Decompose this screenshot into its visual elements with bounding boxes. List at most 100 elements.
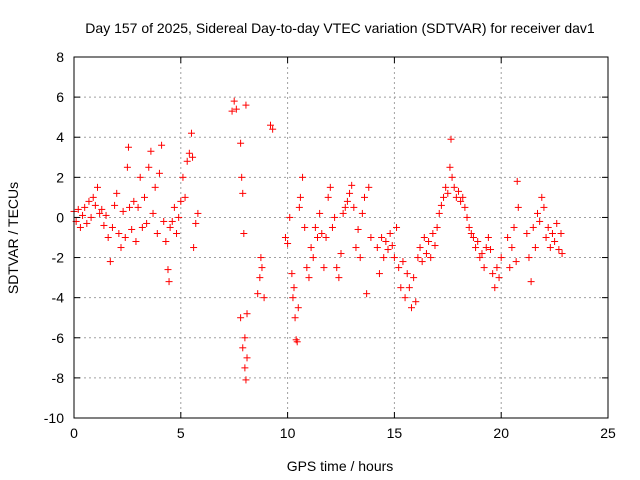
data-point — [463, 213, 471, 221]
data-point — [126, 203, 134, 211]
data-point — [388, 242, 396, 250]
data-point — [442, 183, 450, 191]
data-point — [130, 197, 138, 205]
data-point — [185, 149, 193, 157]
data-point — [289, 294, 297, 302]
data-point — [145, 163, 153, 171]
data-point — [309, 254, 317, 262]
data-point — [542, 234, 550, 241]
data-point — [286, 213, 294, 221]
y-tick-label: 6 — [56, 89, 64, 105]
data-point — [476, 254, 484, 262]
data-point — [138, 223, 146, 231]
x-tick-label: 5 — [177, 425, 185, 441]
data-point — [457, 197, 465, 205]
data-point — [149, 209, 157, 217]
data-point — [173, 229, 181, 237]
data-point — [260, 294, 268, 302]
data-point — [452, 193, 460, 201]
data-point — [558, 250, 566, 258]
data-point — [299, 173, 307, 181]
data-point — [420, 234, 428, 241]
data-point — [467, 229, 475, 237]
data-point — [493, 264, 501, 272]
data-point — [435, 209, 443, 217]
data-point — [350, 203, 358, 211]
data-point — [108, 223, 116, 231]
data-point — [81, 203, 89, 211]
data-point — [318, 229, 326, 237]
data-point — [403, 270, 411, 278]
data-point — [536, 217, 544, 225]
data-point — [540, 203, 548, 211]
data-point — [401, 294, 409, 302]
data-point — [397, 284, 405, 292]
data-point — [410, 274, 418, 282]
data-point — [333, 264, 341, 272]
data-point — [487, 246, 495, 254]
data-point — [168, 217, 176, 225]
data-point — [100, 221, 108, 229]
data-point — [429, 229, 437, 237]
data-point — [363, 290, 371, 298]
data-point — [375, 270, 383, 278]
data-point — [119, 207, 127, 215]
data-point — [189, 153, 197, 161]
data-point — [175, 213, 183, 221]
data-point — [295, 203, 303, 211]
plot-frame — [73, 56, 609, 419]
data-point — [87, 213, 95, 221]
data-point — [132, 238, 140, 246]
data-point — [314, 234, 322, 241]
data-point — [544, 223, 552, 231]
data-point — [551, 238, 559, 246]
y-axis-label: SDTVAR / TECUs — [5, 182, 21, 294]
data-point — [240, 229, 248, 237]
data-point — [111, 201, 119, 209]
data-point — [102, 211, 110, 219]
data-point — [512, 258, 520, 266]
data-point — [384, 246, 392, 254]
data-point — [89, 193, 97, 201]
data-point — [254, 290, 262, 298]
data-point — [454, 187, 462, 195]
data-point — [478, 250, 486, 258]
data-point — [288, 270, 296, 278]
data-point — [405, 284, 413, 292]
data-point — [538, 193, 546, 201]
x-tick-label: 0 — [70, 425, 78, 441]
data-point — [164, 266, 172, 274]
data-point — [331, 213, 339, 221]
data-point — [98, 205, 106, 213]
data-point — [155, 169, 163, 177]
data-point — [242, 101, 250, 109]
data-point — [166, 223, 174, 231]
data-point — [365, 183, 373, 191]
data-point — [143, 219, 151, 227]
data-point — [553, 219, 561, 227]
data-point — [165, 278, 173, 286]
data-point — [232, 105, 240, 113]
data-point — [151, 183, 159, 191]
data-point — [121, 234, 129, 241]
data-point — [243, 310, 251, 318]
x-tick-label: 15 — [387, 425, 403, 441]
data-point — [495, 274, 503, 282]
data-point — [170, 203, 178, 211]
data-point — [115, 229, 123, 237]
data-point — [192, 219, 200, 227]
data-point — [380, 254, 388, 262]
data-point — [506, 264, 514, 272]
data-point — [335, 274, 343, 282]
data-point — [239, 344, 247, 352]
y-tick-label: 0 — [56, 209, 64, 225]
data-point — [307, 244, 315, 252]
data-point — [242, 376, 250, 384]
data-point — [320, 264, 328, 272]
data-point — [281, 234, 289, 241]
data-point — [296, 193, 304, 201]
data-point — [177, 197, 185, 205]
data-point — [390, 254, 398, 262]
data-point — [267, 121, 275, 129]
